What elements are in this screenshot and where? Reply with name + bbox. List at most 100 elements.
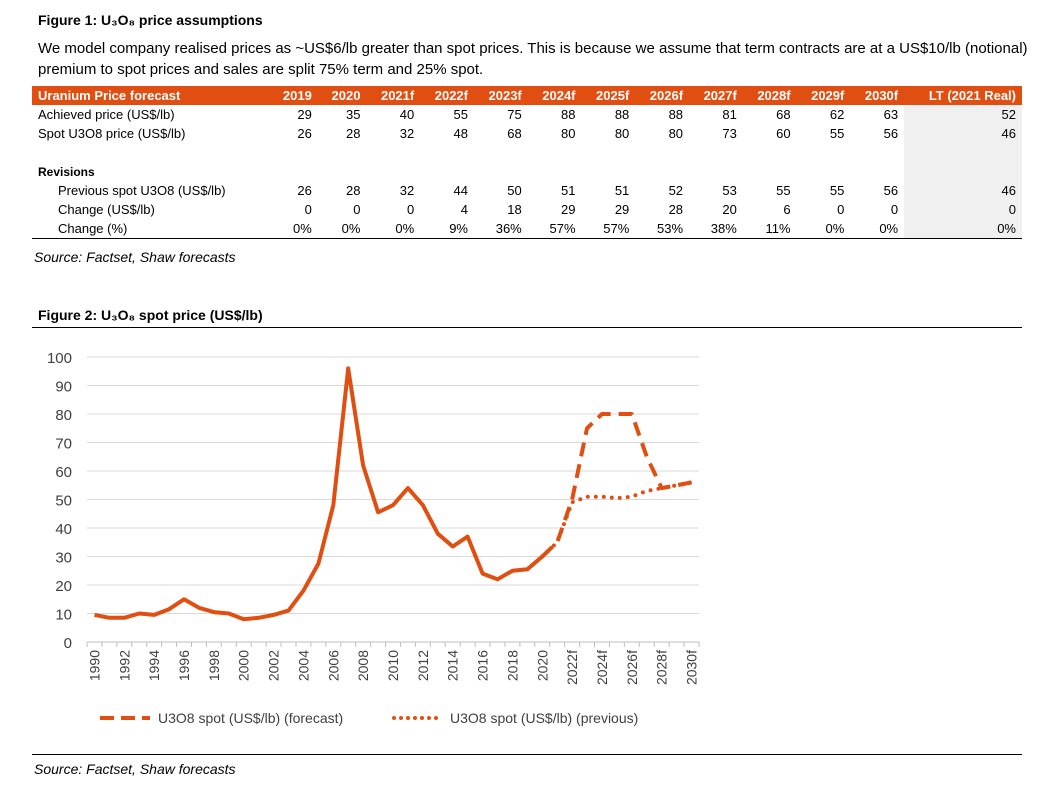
- table-cell: 26: [297, 126, 312, 141]
- table-cell: 46: [904, 181, 1022, 200]
- table-cell: 55: [453, 107, 468, 122]
- x-tick-label: 1992: [116, 650, 132, 681]
- table-cell: 0: [353, 202, 361, 217]
- table-cell: 44: [453, 183, 468, 198]
- table-row: Revisions: [32, 162, 1022, 181]
- x-tick-label: 2012: [415, 650, 431, 681]
- row-label: Achieved price (US$/lb): [38, 107, 175, 122]
- table-cell: 28: [668, 202, 684, 217]
- table-cell: [269, 143, 318, 162]
- table-cell: 40: [399, 107, 415, 122]
- table-cell: [420, 143, 474, 162]
- y-tick-label: 70: [55, 436, 72, 453]
- table-cell: 11%: [742, 219, 797, 239]
- y-tick-label: 90: [55, 379, 72, 396]
- table-cell: 4: [460, 202, 468, 217]
- table-cell: [743, 162, 797, 181]
- x-tick-label: 2000: [236, 650, 252, 681]
- x-tick-label: 2010: [385, 650, 401, 681]
- table-cell: [474, 143, 528, 162]
- column-header: 2027f: [689, 86, 743, 105]
- price-forecast-table: Uranium Price forecast 2019 2020 2021f 2022f…: [32, 86, 1022, 239]
- column-header: 2030f: [850, 86, 905, 105]
- column-header: 2021f: [366, 86, 421, 105]
- series-line-dashed: [540, 412, 692, 558]
- y-tick-label: 40: [55, 521, 72, 538]
- table-cell: [318, 162, 367, 181]
- table-cell: [904, 162, 1022, 181]
- y-tick-label: 10: [55, 607, 72, 624]
- x-tick-label: 2024f: [594, 650, 610, 685]
- table-cell: [269, 162, 318, 181]
- legend-previous-label: U3O8 spot (US$/lb) (previous): [450, 710, 639, 726]
- table-cell: 51: [614, 183, 630, 198]
- figure2-title: Figure 2: U₃O₈ spot price (US$/lb): [38, 307, 263, 323]
- column-header: 2023f: [473, 86, 528, 105]
- x-tick-label: 2014: [445, 650, 461, 681]
- column-header: 2020: [317, 86, 367, 105]
- table-cell: 29: [561, 202, 576, 217]
- table-cell: 32: [399, 126, 415, 141]
- y-tick-label: 100: [47, 350, 72, 367]
- table-cell: 53%: [635, 219, 690, 239]
- table-cell: 88: [614, 107, 630, 122]
- x-tick-label: 2008: [355, 650, 371, 681]
- table-cell: 0: [406, 202, 415, 217]
- table-cell: 0: [890, 202, 899, 217]
- table-cell: 57%: [581, 219, 636, 239]
- divider: [32, 327, 1022, 328]
- table-cell: [528, 162, 582, 181]
- table-cell: 55: [829, 126, 845, 141]
- table-cell: 80: [668, 126, 684, 141]
- table-cell: 48: [453, 126, 468, 141]
- table-cell: [366, 143, 420, 162]
- table-cell: [850, 162, 904, 181]
- table-cell: 0%: [904, 219, 1022, 239]
- table-cell: 0%: [850, 219, 905, 239]
- table-cell: 36%: [473, 219, 528, 239]
- table-cell: 63: [883, 107, 899, 122]
- table-cell: 32: [399, 183, 415, 198]
- table-cell: 68: [776, 107, 791, 122]
- table-cell: 52: [904, 105, 1022, 124]
- table-cell: 0%: [366, 219, 421, 239]
- spot-price-chart: 0 10 20 30 40 50 60 70 80 90 100 1990 1992 1994 1996 19…: [47, 350, 700, 685]
- table-cell: [474, 162, 528, 181]
- table-cell: 55: [829, 183, 845, 198]
- x-tick-label: 2022f: [564, 650, 580, 685]
- x-tick-label: 2004: [295, 650, 311, 681]
- table-cell: 46: [904, 124, 1022, 143]
- row-label: Spot U3O8 price (US$/lb): [38, 126, 186, 141]
- table-cell: 55: [776, 183, 791, 198]
- table-cell: 52: [668, 183, 684, 198]
- table-cell: [743, 143, 797, 162]
- y-tick-label: 0: [64, 635, 72, 652]
- table-row: Achieved price (US$/lb) 29 35 40 55 75 88 88 88 8…: [32, 105, 1022, 124]
- figure1-source: Source: Factset, Shaw forecasts: [34, 249, 236, 265]
- table-cell: 26: [297, 183, 312, 198]
- table-cell: 50: [507, 183, 522, 198]
- table-cell: 57%: [527, 219, 582, 239]
- table-cell: 0%: [269, 219, 318, 239]
- table-cell: [420, 162, 474, 181]
- table-row: Spot U3O8 price (US$/lb) 26 28 32 48 68 80 80 80…: [32, 124, 1022, 143]
- x-tick-label: 2002: [266, 650, 282, 681]
- table-cell: 0%: [317, 219, 367, 239]
- table-cell: 18: [507, 202, 522, 217]
- table-cell: 56: [883, 183, 899, 198]
- table-cell: 80: [614, 126, 630, 141]
- column-header: Uranium Price forecast: [32, 86, 270, 105]
- x-tick-label: 1998: [206, 650, 222, 681]
- table-cell: 9%: [420, 219, 474, 239]
- table-cell: [689, 162, 743, 181]
- x-tick-label: 2030f: [684, 650, 700, 685]
- table-cell: 0: [904, 200, 1022, 219]
- table-row: Previous spot U3O8 (US$/lb) 26 28 32 44 50 51 5…: [32, 181, 1022, 200]
- column-header: 2019: [269, 86, 318, 105]
- column-header: 2029f: [796, 86, 851, 105]
- x-tick-label: 2020: [534, 650, 550, 681]
- table-cell: 73: [722, 126, 737, 141]
- x-tick-label: 1990: [86, 650, 102, 681]
- column-header: 2028f: [742, 86, 797, 105]
- y-tick-label: 60: [55, 464, 72, 481]
